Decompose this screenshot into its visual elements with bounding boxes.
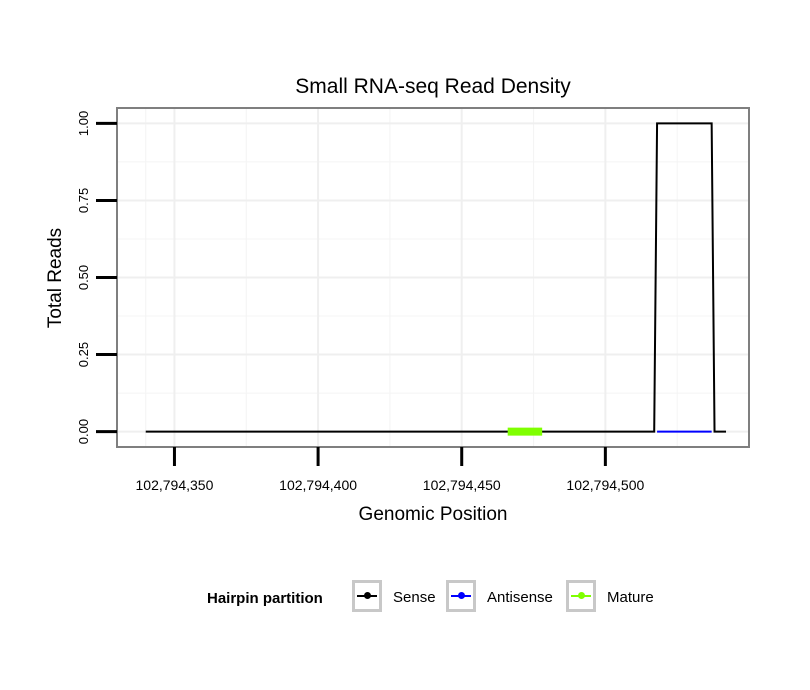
legend-title: Hairpin partition	[207, 590, 323, 607]
y-tick-label: 0.50	[76, 265, 91, 290]
series-layer	[145, 122, 727, 436]
y-axis: 0.00 0.25 0.50 0.75 1.00	[76, 111, 117, 444]
legend-label-sense: Sense	[393, 589, 436, 606]
y-axis-label: Total Reads	[45, 228, 66, 328]
x-tick-label: 102,794,350	[136, 477, 214, 493]
x-tick-label: 102,794,500	[566, 477, 644, 493]
legend-label-antisense: Antisense	[487, 589, 553, 606]
y-tick-label: 0.25	[76, 342, 91, 367]
x-axis-label: Genomic Position	[359, 504, 508, 525]
legend-label-mature: Mature	[607, 589, 654, 606]
x-axis: 102,794,350 102,794,400 102,794,450 102,794…	[136, 447, 645, 493]
legend-dot-antisense	[458, 592, 465, 599]
legend-dot-mature	[578, 592, 585, 599]
legend-key-antisense	[446, 580, 476, 612]
y-tick-label: 0.00	[76, 419, 91, 444]
legend: Hairpin partition Sense Antisense Mature	[0, 578, 810, 618]
x-tick-label: 102,794,450	[423, 477, 501, 493]
x-tick-label: 102,794,400	[279, 477, 357, 493]
y-tick-label: 0.75	[76, 188, 91, 213]
chart-title: Small RNA-seq Read Density	[295, 75, 571, 98]
series-sense	[145, 122, 727, 433]
legend-key-sense	[352, 580, 382, 612]
legend-dot-sense	[364, 592, 371, 599]
y-tick-label: 1.00	[76, 111, 91, 136]
read-density-chart: Small RNA-seq Read Density 0.000.250.500…	[45, 75, 750, 525]
legend-key-mature	[566, 580, 596, 612]
